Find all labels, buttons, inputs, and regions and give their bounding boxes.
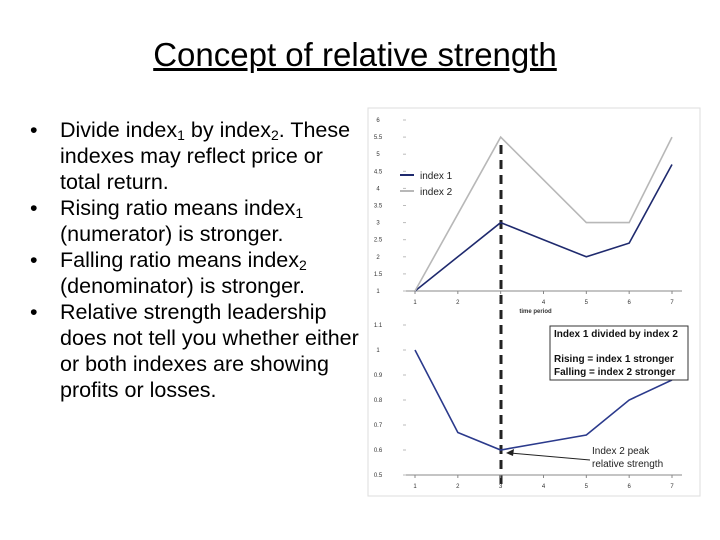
y-tick-label: 1.5	[374, 272, 383, 278]
bullet: Relative strength leadership does not te…	[30, 299, 360, 403]
y-tick-label: 5	[376, 152, 380, 158]
y-tick-label: 4	[376, 186, 380, 192]
bullet-text: Divide index	[60, 118, 178, 142]
subscript: 1	[295, 205, 304, 221]
subscript: 1	[177, 127, 185, 143]
annotation: Rising = index 1 stronger	[554, 354, 674, 365]
annotation-arrow	[509, 452, 591, 461]
bullet-text: Relative strength leadership does not te…	[60, 300, 359, 402]
bullet-text: . These indexes may reflect price or tot…	[60, 118, 351, 194]
x-tick-label: 5	[585, 484, 589, 490]
y-tick-label: 1.1	[374, 323, 383, 329]
data-line	[414, 135, 673, 292]
x-tick-label: 5	[585, 300, 589, 306]
y-tick-label: 1	[376, 348, 380, 354]
bullet-text: (numerator) is stronger.	[60, 222, 284, 246]
legend-label: index 2	[420, 187, 453, 198]
y-tick-label: 0.7	[374, 423, 383, 429]
subscript: 2	[299, 257, 307, 273]
y-tick-label: 2	[376, 255, 380, 261]
bullet-text: (denominator) is stronger.	[60, 274, 305, 298]
y-tick-label: 2.5	[374, 238, 383, 244]
annotation: Index 1 divided by index 2	[554, 329, 678, 340]
bullet-text: Rising ratio means index	[60, 196, 296, 220]
y-tick-label: 1	[376, 289, 380, 295]
bullet-text: Falling ratio means index	[60, 248, 300, 272]
y-tick-label: 3	[376, 221, 380, 227]
x-tick-label: 6	[627, 484, 631, 490]
x-tick-label: 4	[542, 484, 546, 490]
x-tick-label: 2	[456, 300, 460, 306]
bullet: Falling ratio means index2 (denominator)…	[30, 247, 360, 299]
x-tick-label: 4	[542, 300, 546, 306]
subscript: 2	[270, 127, 279, 143]
y-tick-label: 4.5	[374, 169, 383, 175]
y-tick-label: 0.6	[374, 448, 383, 454]
x-tick-label: 7	[670, 484, 674, 490]
x-tick-label: 1	[413, 300, 417, 306]
chart-frame	[367, 107, 701, 497]
x-tick-label: 3	[499, 484, 503, 490]
y-tick-label: 0.5	[374, 473, 383, 479]
bullet-list: Divide index1 by index2. These indexes m…	[30, 117, 360, 403]
y-tick-label: 0.9	[374, 373, 383, 379]
y-tick-label: 5.5	[374, 135, 383, 141]
data-line	[414, 349, 673, 451]
legend-label: index 1	[420, 171, 453, 182]
x-tick-label: 6	[627, 300, 631, 306]
x-tick-label: 7	[670, 300, 674, 306]
bullet: Rising ratio means index1 (numerator) is…	[30, 195, 360, 247]
x-tick-label: 2	[456, 484, 460, 490]
bullet: Divide index1 by index2. These indexes m…	[30, 117, 360, 195]
annotation-box	[549, 325, 689, 381]
x-tick-label: 3	[499, 300, 503, 306]
data-line	[414, 164, 673, 292]
annotation: relative strength	[592, 459, 663, 470]
y-tick-label: 3.5	[374, 204, 383, 210]
y-tick-label: 6	[376, 118, 380, 124]
x-tick-label: 1	[413, 484, 417, 490]
slide-title: Concept of relative strength	[153, 36, 557, 73]
annotation: Index 2 peak	[592, 446, 650, 457]
y-tick-label: 0.8	[374, 398, 383, 404]
bullet-text: by index	[184, 118, 271, 142]
x-axis-label: time period	[519, 309, 552, 315]
arrow-head	[506, 449, 514, 456]
annotation: Falling = index 2 stronger	[554, 367, 676, 378]
